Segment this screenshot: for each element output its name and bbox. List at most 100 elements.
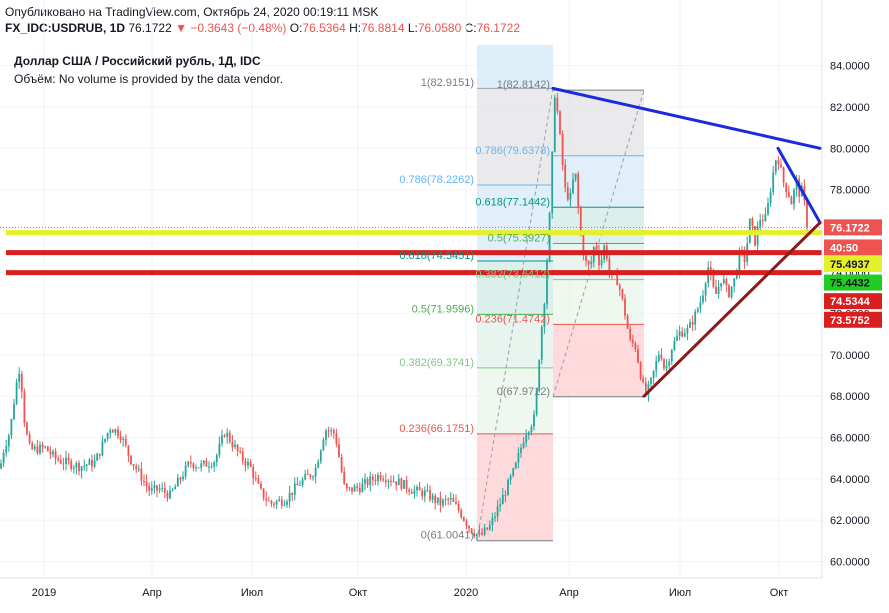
candle-body — [150, 487, 153, 491]
fib-level-label: 0.5(71.9596) — [412, 303, 474, 315]
candle-body — [96, 453, 99, 461]
candle-body — [777, 160, 780, 165]
candle-body — [361, 483, 364, 493]
candle-body — [265, 498, 268, 501]
candle-body — [496, 506, 499, 517]
candle-body — [579, 207, 582, 236]
candle-body — [309, 474, 312, 478]
candle-body — [332, 430, 335, 434]
candle-body — [577, 173, 580, 208]
candle-body — [595, 247, 598, 251]
time-tick-label: Окт — [770, 587, 789, 599]
candle-body — [67, 457, 70, 461]
candle-body — [119, 436, 122, 440]
candle-body — [715, 286, 717, 294]
candle-body — [39, 444, 41, 454]
last-price: 76.1722 — [128, 21, 172, 35]
fib-zone — [553, 279, 644, 325]
price-badge-label: 40:50 — [830, 242, 858, 254]
candle-body — [455, 501, 457, 504]
fib-level-label: 1(82.8142) — [497, 79, 550, 91]
candle-body — [553, 97, 556, 152]
candle-body — [408, 489, 411, 492]
fib-level-label: 1(82.9151) — [421, 77, 474, 89]
candle-body — [681, 331, 684, 337]
fib-trend-line — [552, 90, 645, 397]
candle-body — [267, 500, 270, 502]
candle-body — [226, 432, 229, 437]
time-tick-label: 2019 — [32, 587, 56, 599]
candle-body — [780, 164, 782, 168]
candle-body — [247, 461, 249, 466]
candle-body — [569, 193, 572, 200]
candle-body — [507, 479, 509, 496]
candle-body — [288, 492, 291, 502]
candle-body — [306, 474, 309, 476]
candle-body — [239, 451, 242, 453]
candle-body — [93, 460, 96, 467]
candle-body — [153, 485, 156, 488]
candle-body — [335, 433, 338, 445]
candle-body — [221, 435, 223, 444]
candle-body — [161, 487, 164, 489]
time-tick-label: Июл — [241, 587, 263, 599]
candle-body — [491, 517, 494, 526]
candle-body — [343, 471, 346, 484]
candle-body — [696, 308, 699, 312]
candle-body — [756, 226, 759, 246]
candle-body — [62, 463, 65, 465]
trend-line — [776, 146, 822, 225]
candle-body — [647, 384, 650, 395]
fib-zone — [553, 90, 644, 156]
candle-body — [325, 430, 327, 440]
candle-body — [499, 504, 502, 507]
candle-body — [572, 179, 574, 194]
price-badge — [824, 274, 882, 291]
candle-body — [257, 478, 260, 484]
candle-body — [429, 490, 431, 501]
candle-body — [540, 327, 543, 361]
candle-body — [234, 444, 236, 448]
candle-body — [44, 446, 47, 448]
candle-body — [117, 429, 119, 437]
candle-body — [559, 111, 561, 134]
candle-body — [109, 430, 112, 433]
candle-body — [442, 499, 444, 506]
candle-body — [728, 285, 730, 298]
candle-body — [683, 333, 686, 337]
candle-body — [59, 460, 62, 464]
candle-body — [130, 455, 132, 465]
candle-body — [280, 499, 283, 506]
candle-body — [127, 445, 130, 456]
candle-body — [23, 391, 26, 423]
price-badge — [824, 239, 882, 256]
candle-body — [340, 456, 343, 472]
candle-body — [735, 273, 738, 279]
candle-body — [629, 328, 632, 340]
price-tick-label: 68.0000 — [830, 391, 870, 403]
candle-body — [769, 192, 772, 203]
price-badge-label: 73.5752 — [830, 315, 870, 327]
candle-body — [650, 377, 652, 385]
price-tick-label: 62.0000 — [830, 515, 870, 527]
price-badge-label: 75.4432 — [830, 278, 870, 290]
fib-level-label: 0.5(75.3927) — [488, 232, 550, 244]
candle-body — [358, 487, 361, 493]
candle-body — [390, 480, 392, 482]
candle-body — [75, 462, 78, 468]
price-badge — [824, 219, 882, 236]
fib-zone — [477, 433, 553, 541]
candle-body — [751, 218, 754, 227]
candle-body — [327, 430, 330, 432]
candle-body — [468, 525, 470, 529]
open-label: O: — [289, 21, 303, 35]
candle-body — [179, 477, 182, 480]
candle-body — [111, 430, 114, 433]
candle-body — [730, 286, 733, 298]
candle-body — [564, 164, 567, 188]
candle-body — [322, 439, 325, 451]
candle-body — [387, 480, 390, 483]
candle-body — [174, 486, 177, 490]
candle-body — [345, 483, 348, 489]
